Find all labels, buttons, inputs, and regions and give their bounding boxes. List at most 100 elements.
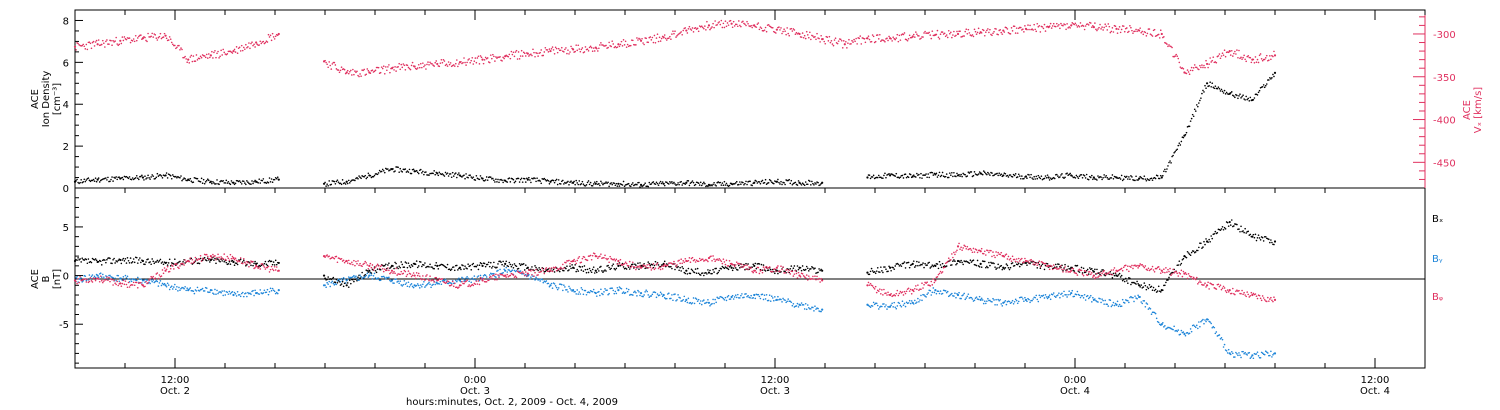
bx-point xyxy=(322,274,326,277)
by-sample-dot xyxy=(331,280,334,283)
velocity-x-point xyxy=(1160,32,1163,36)
velocity-x-sample-dot xyxy=(673,32,675,35)
velocity-x-sample-dot xyxy=(237,47,240,50)
bx-sample-dot xyxy=(731,269,734,272)
velocity-x-sample-dot xyxy=(973,28,976,31)
velocity-x-sample-dot xyxy=(755,26,758,28)
bx-sample-dot xyxy=(1223,226,1226,229)
by-sample-dot xyxy=(714,298,716,301)
velocity-x-sample-dot xyxy=(457,65,459,68)
velocity-x-sample-dot xyxy=(1259,53,1262,55)
ion-density-sample-dot xyxy=(1071,175,1074,177)
ion-density-sample-dot xyxy=(871,176,874,178)
by-sample-dot xyxy=(85,279,88,282)
bx-sample-dot xyxy=(1227,225,1230,227)
ion-density-sample-dot xyxy=(401,171,404,173)
bx-sample-dot xyxy=(393,267,395,270)
by-sample-dot xyxy=(1235,351,1237,354)
velocity-x-sample-dot xyxy=(625,46,628,48)
bx-sample-dot xyxy=(271,263,274,266)
bx-sample-dot xyxy=(505,260,508,263)
ion-density-sample-dot xyxy=(802,183,805,186)
ion-density-sample-dot xyxy=(592,183,595,185)
velocity-x-sample-dot xyxy=(1220,55,1223,57)
velocity-x-sample-dot xyxy=(357,74,359,77)
velocity-x-sample-dot xyxy=(528,55,530,57)
bx-sample-dot xyxy=(1197,249,1199,252)
velocity-x-sample-dot xyxy=(807,36,810,39)
by-sample-dot xyxy=(1069,293,1071,296)
velocity-x-sample-dot xyxy=(340,66,343,68)
by-sample-dot xyxy=(891,302,893,305)
bx-sample-dot xyxy=(411,265,414,267)
by-sample-dot xyxy=(1027,297,1029,300)
by-sample-dot xyxy=(465,277,467,279)
velocity-x-sample-dot xyxy=(1141,30,1144,33)
bz-sample-dot xyxy=(144,285,146,288)
velocity-x-sample-dot xyxy=(1101,26,1103,28)
bz-sample-dot xyxy=(346,262,349,264)
bz-sample-dot xyxy=(560,268,563,270)
by-sample-dot xyxy=(372,274,375,277)
by-sample-dot xyxy=(272,289,275,292)
bz-sample-dot xyxy=(382,270,385,273)
bz-sample-dot xyxy=(238,260,241,263)
by-sample-dot xyxy=(611,287,614,289)
bz-sample-dot xyxy=(347,259,350,262)
by-sample-dot xyxy=(1100,301,1102,304)
by-sample-dot xyxy=(150,279,152,281)
bx-sample-dot xyxy=(1038,263,1041,266)
bx-sample-dot xyxy=(1192,250,1195,253)
velocity-x-sample-dot xyxy=(417,63,420,66)
bz-sample-dot xyxy=(586,259,589,262)
ion-density-sample-dot xyxy=(713,181,715,184)
bx-sample-dot xyxy=(147,258,149,260)
bx-sample-dot xyxy=(1243,231,1245,234)
bz-sample-dot xyxy=(151,276,153,279)
velocity-x-sample-dot xyxy=(983,34,986,37)
bz-sample-dot xyxy=(177,266,179,269)
ion-density-sample-dot xyxy=(1023,177,1025,180)
by-sample-dot xyxy=(1154,312,1157,315)
by-sample-dot xyxy=(604,287,606,290)
ion-density-sample-dot xyxy=(803,184,806,187)
bx-sample-dot xyxy=(341,280,344,283)
ion-density-sample-dot xyxy=(926,176,928,179)
by-point xyxy=(504,269,507,272)
by-sample-dot xyxy=(389,279,391,282)
bx-sample-dot xyxy=(681,266,684,268)
ion-density-sample-dot xyxy=(461,176,463,178)
bz-sample-dot xyxy=(189,257,192,259)
bx-sample-dot xyxy=(584,268,587,271)
velocity-x-sample-dot xyxy=(1013,25,1016,28)
ion-density-point xyxy=(1047,176,1050,179)
ion-density-sample-dot xyxy=(106,179,108,181)
bz-sample-dot xyxy=(93,277,96,280)
by-sample-dot xyxy=(810,308,812,310)
by-sample-dot xyxy=(267,293,270,296)
by-sample-dot xyxy=(618,286,621,288)
velocity-x-sample-dot xyxy=(230,51,233,53)
ion-density-sample-dot xyxy=(512,178,515,181)
ion-density-sample-dot xyxy=(1026,177,1028,179)
ion-density-sample-dot xyxy=(346,182,349,185)
ion-density-sample-dot xyxy=(1077,177,1080,180)
bz-sample-dot xyxy=(406,273,409,276)
by-sample-dot xyxy=(270,289,273,292)
ion-density-sample-dot xyxy=(1190,117,1193,120)
ion-density-sample-dot xyxy=(271,181,274,183)
by-sample-dot xyxy=(259,289,262,291)
ion-density-sample-dot xyxy=(328,180,331,182)
by-sample-dot xyxy=(408,285,411,288)
by-sample-dot xyxy=(636,295,638,297)
bz-point xyxy=(413,274,416,277)
velocity-x-sample-dot xyxy=(1118,26,1121,28)
by-sample-dot xyxy=(447,282,450,285)
bx-sample-dot xyxy=(552,268,555,271)
by-sample-dot xyxy=(338,278,341,281)
velocity-x-sample-dot xyxy=(701,26,704,29)
bx-sample-dot xyxy=(1190,251,1193,254)
ion-density-sample-dot xyxy=(381,168,384,171)
ion-density-sample-dot xyxy=(135,175,138,177)
velocity-x-sample-dot xyxy=(792,28,795,30)
